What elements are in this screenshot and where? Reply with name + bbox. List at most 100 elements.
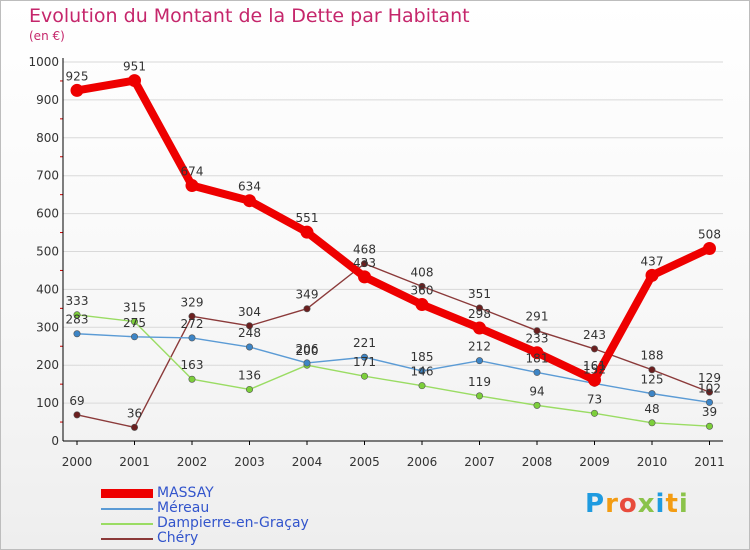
logo-letter: o [618,489,638,519]
data-label: 360 [411,284,434,298]
data-point [648,366,656,374]
data-label: 146 [411,365,434,379]
data-point [358,270,371,284]
logo-letter: P [585,489,606,519]
data-label: 275 [123,316,146,330]
data-point [705,388,713,396]
x-tick-label: 2001 [119,455,150,469]
data-point [360,353,368,361]
data-point [533,368,541,376]
y-tick-label: 100 [36,396,59,410]
data-label: 283 [66,313,89,327]
chart-unit-label: (en €) [29,29,65,43]
x-tick-label: 2000 [62,455,93,469]
legend-swatch [101,522,153,525]
data-point [533,401,541,409]
data-label: 185 [411,350,434,364]
data-point [73,330,81,338]
data-label: 119 [468,375,491,389]
x-tick-label: 2009 [579,455,610,469]
data-label: 171 [353,355,376,369]
data-label: 94 [529,384,544,398]
legend-item: Chéry [101,531,309,546]
data-label: 333 [66,294,89,308]
data-label: 291 [526,310,549,324]
data-label: 925 [66,69,89,83]
data-label: 243 [583,328,606,342]
data-label: 212 [468,340,491,354]
data-point [590,409,598,417]
x-tick-label: 2003 [234,455,265,469]
data-point [703,241,716,255]
data-label: 152 [583,362,606,376]
data-label: 468 [353,243,376,257]
data-label: 206 [296,342,319,356]
data-label: 248 [238,326,261,340]
y-tick-label: 300 [36,320,59,334]
legend-swatch [101,489,153,498]
x-tick-label: 2007 [464,455,495,469]
data-point [188,334,196,342]
data-point [418,382,426,390]
x-tick-label: 2006 [407,455,438,469]
x-tick-label: 2005 [349,455,380,469]
data-point [73,411,81,419]
data-point [705,422,713,430]
data-label: 508 [698,227,721,241]
y-tick-label: 1000 [28,55,59,69]
legend-item: Dampierre-en-Graçay [101,516,309,531]
data-point [188,312,196,320]
legend-label: Méreau [157,500,210,516]
y-tick-label: 200 [36,358,59,372]
data-point [246,322,254,330]
data-point [648,419,656,427]
data-point [188,375,196,383]
data-point [475,357,483,365]
data-point [645,268,659,282]
data-point [70,83,84,97]
y-tick-label: 900 [36,93,59,107]
chart-title: Evolution du Montant de la Dette par Hab… [29,5,470,27]
data-point [128,74,141,88]
legend: MASSAY Méreau Dampierre-en-Graçay Chéry [101,486,309,546]
data-point [705,398,713,406]
data-label: 69 [69,394,84,408]
data-label: 298 [468,307,491,321]
data-point [473,321,486,335]
legend-item: MASSAY [101,486,309,501]
logo-letter: i [678,489,689,519]
series-line-3 [76,262,711,429]
data-label: 129 [698,371,721,385]
legend-swatch [101,507,153,510]
data-label: 951 [123,60,146,74]
data-point [475,392,483,400]
data-point [300,225,314,239]
logo-letter: t [665,489,679,519]
data-label: 200 [296,344,319,358]
data-point [418,282,426,290]
y-tick-label: 700 [36,169,59,183]
data-point [185,179,199,193]
data-point [648,390,656,398]
logo-letter: r [605,489,619,519]
data-point [73,311,81,319]
data-point [303,359,311,367]
legend-label: MASSAY [157,485,214,501]
data-point [475,304,483,312]
data-label: 304 [238,305,261,319]
y-tick-label: 400 [36,282,59,296]
data-point [243,194,256,208]
data-label: 188 [641,349,664,363]
proxiti-logo: Proxiti [585,489,689,519]
data-label: 551 [296,211,319,225]
data-label: 163 [181,358,204,372]
data-point [246,343,254,351]
legend-label: Dampierre-en-Graçay [157,515,309,531]
legend-item: Méreau [101,501,309,516]
data-label: 329 [181,295,204,309]
data-label: 48 [644,402,659,416]
y-tick-label: 0 [51,434,59,448]
x-tick-label: 2008 [522,455,553,469]
